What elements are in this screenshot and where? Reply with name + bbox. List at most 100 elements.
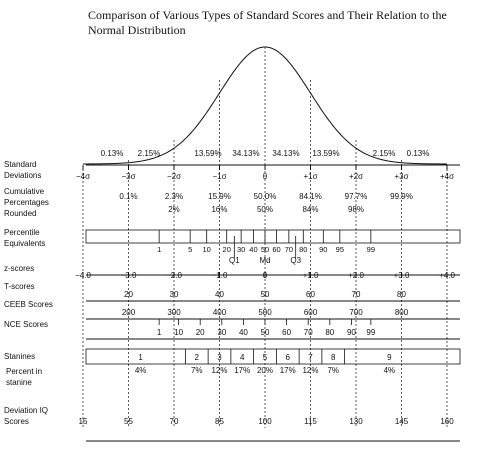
cumulative-row-label: Rounded <box>4 209 36 218</box>
iq-score-label: 85 <box>215 417 224 426</box>
t-score-label: 70 <box>352 290 361 299</box>
z-score-label: −1.0 <box>212 271 228 280</box>
cumulative-rounded-value: 2% <box>168 205 180 214</box>
cumulative-value: 50.0% <box>254 192 277 201</box>
sd-tick-label: −2σ <box>167 172 181 181</box>
t-score-label: 20 <box>124 290 133 299</box>
percentile-label: 40 <box>249 245 257 254</box>
stanine-label: 4 <box>240 353 245 362</box>
iq-score-label: 15 <box>79 417 88 426</box>
iq-score-label: 70 <box>170 417 179 426</box>
z-score-label: +1.0 <box>303 271 319 280</box>
cumulative-row-label: Cumulative <box>4 187 45 196</box>
stanine-label: 5 <box>263 353 268 362</box>
nce-score-label: 60 <box>282 328 291 337</box>
ceeb-score-label: 600 <box>304 308 318 317</box>
cumulative-value: 84.1% <box>299 192 322 201</box>
sd-tick-label: +4σ <box>440 172 454 181</box>
percentile-label: 99 <box>367 245 375 254</box>
stanine-label: 7 <box>308 353 313 362</box>
stanine-band <box>85 348 461 365</box>
sd-tick-label: −3σ <box>121 172 135 181</box>
cumulative-value: 97.7% <box>345 192 368 201</box>
ceeb-score-label: 300 <box>167 308 181 317</box>
curve-percent-label: 13.59% <box>312 149 339 158</box>
cumulative-value: 15.9% <box>208 192 231 201</box>
nce-score-label: 90 <box>347 328 356 337</box>
nce-score-label: 1 <box>157 328 162 337</box>
t-row-label: T-scores <box>4 282 35 291</box>
iq-row-label: Scores <box>4 417 29 426</box>
ceeb-score-label: 500 <box>258 308 272 317</box>
t-score-label: 40 <box>215 290 224 299</box>
z-row-label: z-scores <box>4 264 34 273</box>
stanine-label: 3 <box>217 353 222 362</box>
sd-row-label: Standard <box>4 160 36 169</box>
iq-score-label: 160 <box>440 417 454 426</box>
percent-stanine-row-label: Percent in <box>6 367 42 376</box>
sd-tick-label: 0 <box>263 172 268 181</box>
t-score-label: 60 <box>306 290 315 299</box>
percentile-label: 5 <box>188 245 192 254</box>
z-score-label: −2.0 <box>166 271 182 280</box>
curve-percent-label: 34.13% <box>272 149 299 158</box>
cumulative-value: 0.1% <box>119 192 137 201</box>
quartile-label: Q1 <box>229 256 240 265</box>
nce-score-label: 20 <box>196 328 205 337</box>
stanine-label: 6 <box>286 353 291 362</box>
cumulative-rounded-value: 50% <box>257 205 273 214</box>
ceeb-score-label: 700 <box>349 308 363 317</box>
stanine-percent-label: 17% <box>280 366 296 375</box>
stanine-percent-label: 7% <box>327 366 339 375</box>
ceeb-score-label: 400 <box>213 308 227 317</box>
percentile-label: 20 <box>223 245 231 254</box>
nce-score-label: 50 <box>261 328 270 337</box>
iq-score-label: 100 <box>258 417 272 426</box>
percentile-label: 30 <box>237 245 245 254</box>
curve-percent-label: 0.13% <box>101 149 124 158</box>
sd-tick-label: −4σ <box>76 172 90 181</box>
cumulative-value: 99.9% <box>390 192 413 201</box>
sd-tick-label: +1σ <box>303 172 317 181</box>
cumulative-rounded-value: 84% <box>302 205 318 214</box>
ceeb-row-label: CEEB Scores <box>4 300 53 309</box>
stanine-percent-label: 4% <box>384 366 396 375</box>
cumulative-row-label: Percentages <box>4 198 49 207</box>
stanine-percent-label: 12% <box>302 366 318 375</box>
percentile-row-label: Percentile <box>4 228 40 237</box>
figure-title: Comparison of Various Types of Standard … <box>88 8 447 37</box>
sd-tick-label: +3σ <box>394 172 408 181</box>
nce-score-label: 70 <box>304 328 313 337</box>
curve-percent-label: 2.15% <box>373 149 396 158</box>
curve-percent-label: 2.15% <box>138 149 161 158</box>
stanines-row-label: Stanines <box>4 352 35 361</box>
sd-row-label: Deviations <box>4 171 41 180</box>
curve-percent-label: 34.13% <box>232 149 259 158</box>
nce-score-label: 80 <box>325 328 334 337</box>
z-score-label: −4.0 <box>75 271 91 280</box>
quartile-label: Md <box>259 256 270 265</box>
stanine-percent-label: 17% <box>234 366 250 375</box>
percentile-label: 60 <box>272 245 280 254</box>
z-score-label: 0 <box>263 271 268 280</box>
percentile-label: 1 <box>157 245 161 254</box>
z-score-label: −3.0 <box>121 271 137 280</box>
iq-row-label: Deviation IQ <box>4 406 48 415</box>
sd-tick-label: +2σ <box>349 172 363 181</box>
ceeb-score-label: 200 <box>122 308 136 317</box>
stanine-percent-label: 4% <box>135 366 147 375</box>
z-score-label: +4.0 <box>439 271 455 280</box>
nce-row-label: NCE Scores <box>4 320 48 329</box>
stanine-label: 1 <box>138 353 143 362</box>
iq-score-label: 130 <box>349 417 363 426</box>
nce-score-label: 99 <box>366 328 375 337</box>
sd-tick-label: −1σ <box>212 172 226 181</box>
curve-percent-label: 13.59% <box>194 149 221 158</box>
ceeb-score-label: 800 <box>395 308 409 317</box>
stanine-percent-label: 12% <box>211 366 227 375</box>
percentile-label: 95 <box>336 245 344 254</box>
percentile-label: 50 <box>261 245 269 254</box>
percentile-label: 90 <box>319 245 327 254</box>
iq-score-label: 55 <box>124 417 133 426</box>
